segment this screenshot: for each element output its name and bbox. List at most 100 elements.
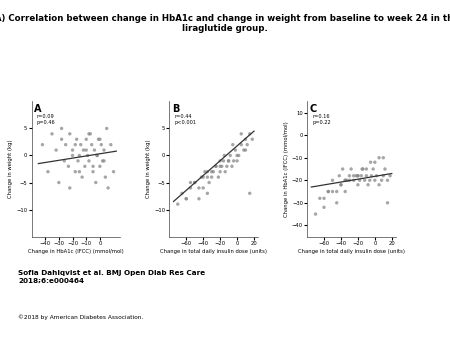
Point — [342, 177, 349, 183]
Point — [49, 131, 56, 137]
Point — [204, 174, 211, 180]
Point — [191, 180, 198, 185]
Point — [206, 180, 213, 185]
Point — [187, 180, 194, 185]
Point — [361, 177, 368, 183]
Point — [81, 164, 89, 169]
Point — [104, 185, 112, 191]
Point — [329, 177, 336, 183]
Point — [99, 158, 106, 164]
Point — [95, 137, 102, 142]
Point — [380, 155, 387, 161]
Point — [103, 126, 110, 131]
Point — [354, 173, 361, 178]
Point — [195, 185, 203, 191]
Point — [354, 182, 361, 188]
Point — [384, 177, 391, 183]
Point — [83, 137, 90, 142]
Point — [235, 153, 243, 158]
Point — [100, 147, 108, 153]
Point — [183, 196, 190, 201]
Point — [358, 173, 365, 178]
Point — [316, 196, 324, 201]
Point — [78, 174, 86, 180]
Point — [198, 174, 205, 180]
Point — [246, 191, 253, 196]
Point — [232, 147, 239, 153]
Point — [216, 169, 224, 174]
Point — [91, 147, 98, 153]
Point — [342, 177, 349, 183]
Point — [342, 189, 349, 194]
Point — [234, 153, 241, 158]
Point — [368, 173, 375, 178]
Point — [343, 177, 351, 183]
Point — [350, 177, 357, 183]
Point — [338, 182, 345, 188]
Point — [100, 158, 108, 164]
Point — [242, 137, 249, 142]
Point — [76, 169, 83, 174]
Point — [242, 147, 249, 153]
Point — [375, 182, 382, 188]
Point — [216, 158, 224, 164]
Point — [96, 164, 104, 169]
Point — [228, 164, 235, 169]
Point — [178, 191, 185, 196]
Point — [333, 189, 340, 194]
Point — [58, 137, 65, 142]
Text: r=0.16
p=0.22: r=0.16 p=0.22 — [312, 114, 331, 125]
Point — [92, 180, 99, 185]
Point — [378, 177, 385, 183]
Point — [208, 174, 215, 180]
Point — [387, 173, 394, 178]
Point — [90, 169, 97, 174]
Text: ©2018 by American Diabetes Association.: ©2018 by American Diabetes Association. — [18, 314, 143, 320]
Point — [320, 204, 328, 210]
Point — [234, 158, 241, 164]
Point — [220, 158, 227, 164]
Point — [369, 166, 377, 172]
Point — [375, 155, 382, 161]
Point — [324, 189, 332, 194]
Point — [96, 137, 104, 142]
Point — [39, 142, 46, 147]
Text: A: A — [34, 104, 42, 114]
X-axis label: Change in HbA1c (IFCC) (mmol/mol): Change in HbA1c (IFCC) (mmol/mol) — [28, 248, 124, 254]
Point — [74, 158, 81, 164]
Point — [76, 153, 83, 158]
Point — [65, 164, 72, 169]
Point — [363, 173, 370, 178]
Point — [208, 169, 215, 174]
Point — [353, 173, 360, 178]
Point — [199, 174, 207, 180]
Point — [354, 173, 361, 178]
Point — [371, 177, 378, 183]
Point — [225, 158, 232, 164]
Point — [384, 200, 391, 206]
Point — [238, 131, 245, 137]
Point — [73, 137, 80, 142]
Point — [77, 142, 84, 147]
Point — [371, 160, 378, 165]
Point — [86, 131, 93, 137]
Point — [360, 166, 367, 172]
Point — [191, 180, 198, 185]
Point — [350, 173, 357, 178]
Point — [212, 164, 220, 169]
Point — [66, 131, 73, 137]
Point — [218, 164, 225, 169]
Point — [204, 169, 211, 174]
Point — [229, 142, 236, 147]
Point — [204, 191, 211, 196]
Point — [212, 164, 220, 169]
Y-axis label: Change in weight (kg): Change in weight (kg) — [9, 140, 13, 198]
Point — [216, 164, 224, 169]
Point — [223, 164, 230, 169]
Point — [347, 166, 355, 172]
Point — [174, 201, 181, 207]
Point — [201, 169, 208, 174]
Point — [62, 142, 69, 147]
Text: r=0.09
p=0.46: r=0.09 p=0.46 — [37, 114, 56, 125]
Point — [61, 158, 68, 164]
